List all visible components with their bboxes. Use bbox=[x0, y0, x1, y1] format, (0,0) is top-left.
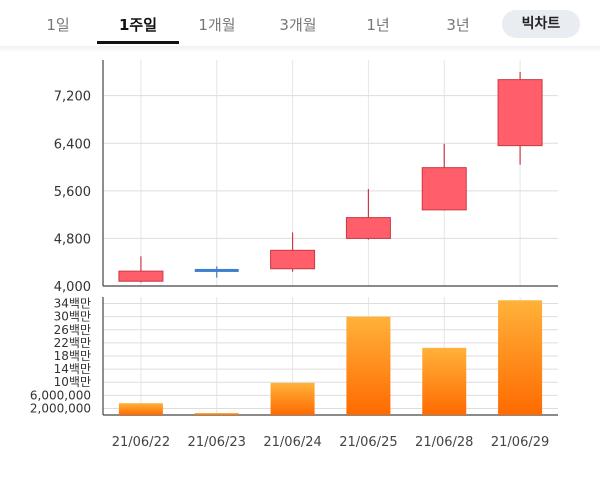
price-tick-label: 5,600 bbox=[54, 185, 91, 200]
volume-tick-label: 26백만 bbox=[54, 323, 91, 337]
candle-body bbox=[194, 268, 239, 272]
tab-1-month[interactable]: 1개월 bbox=[198, 16, 236, 34]
date-tick-label: 21/06/22 bbox=[112, 435, 170, 450]
tab-3-month[interactable]: 3개월 bbox=[279, 16, 317, 34]
volume-tick-label: 18백만 bbox=[54, 349, 91, 363]
price-tick-label: 7,200 bbox=[54, 90, 91, 105]
active-tab-underline bbox=[97, 41, 179, 44]
volume-tick-label: 14백만 bbox=[54, 362, 91, 376]
volume-tick-label: 22백만 bbox=[54, 336, 91, 350]
volume-bar bbox=[194, 413, 239, 415]
tab-1-week[interactable]: 1주일 bbox=[118, 16, 158, 34]
date-tick-label: 21/06/28 bbox=[415, 435, 473, 450]
candle-body bbox=[118, 270, 164, 282]
volume-bar bbox=[118, 403, 163, 415]
date-tick-label: 21/06/23 bbox=[188, 435, 246, 450]
tab-1-year[interactable]: 1년 bbox=[366, 16, 390, 34]
volume-bar bbox=[270, 382, 315, 415]
price-tick-label: 4,000 bbox=[54, 280, 91, 295]
price-panel: 4,000 4,800 5,600 6,400 7,200 bbox=[54, 60, 558, 295]
date-tick-label: 21/06/25 bbox=[339, 435, 397, 450]
volume-bar bbox=[346, 316, 391, 415]
tab-1-day[interactable]: 1일 bbox=[46, 16, 70, 34]
volume-tick-label: 6,000,000 bbox=[30, 388, 91, 402]
date-tick-label: 21/06/29 bbox=[491, 435, 549, 450]
big-chart-button[interactable]: 빅차트 bbox=[502, 10, 580, 38]
tabs-divider-shadow bbox=[0, 46, 600, 52]
volume-bar bbox=[498, 300, 543, 415]
candle-body bbox=[270, 249, 316, 270]
price-tick-label: 6,400 bbox=[54, 137, 91, 152]
volume-tick-label: 2,000,000 bbox=[30, 401, 91, 415]
price-tick-label: 4,800 bbox=[54, 232, 91, 247]
tab-3-year[interactable]: 3년 bbox=[446, 16, 470, 34]
volume-tick-label: 30백만 bbox=[54, 310, 91, 324]
x-axis: 21/06/22 21/06/23 21/06/24 21/06/25 21/06/28… bbox=[112, 435, 550, 450]
candle-body bbox=[345, 217, 391, 239]
volume-bar bbox=[422, 347, 467, 415]
period-tabs: 1일 1주일 1개월 3개월 1년 3년 빅차트 bbox=[0, 0, 600, 46]
candle-body bbox=[497, 79, 543, 147]
date-tick-label: 21/06/24 bbox=[263, 435, 321, 450]
volume-tick-label: 10백만 bbox=[54, 375, 91, 389]
volume-tick-label: 34백만 bbox=[54, 297, 91, 311]
volume-panel: 2,000,0006,000,00010백만14백만18백만22백만26백만30… bbox=[30, 297, 558, 416]
candle-body bbox=[421, 167, 467, 211]
